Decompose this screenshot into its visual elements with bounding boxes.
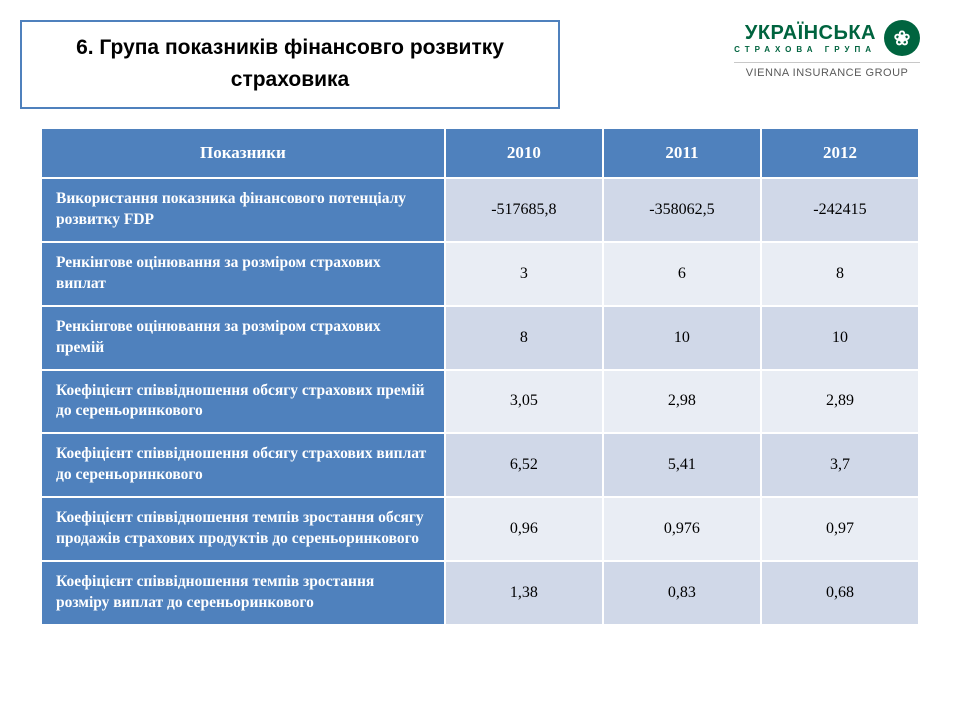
- table-row: Ренкінгове оцінювання за розміром страхо…: [41, 306, 919, 370]
- cell-value: 8: [761, 242, 919, 306]
- page-title: 6. Група показників фінансовго розвитку …: [62, 32, 518, 95]
- cell-value: 0,97: [761, 497, 919, 561]
- row-label: Коефіцієнт співвідношення обсягу страхов…: [41, 433, 445, 497]
- logo-subtitle: СТРАХОВА ГРУПА: [734, 45, 876, 54]
- cell-value: 0,68: [761, 561, 919, 625]
- cell-value: 1,38: [445, 561, 603, 625]
- row-label: Коефіцієнт співвідношення обсягу страхов…: [41, 370, 445, 434]
- cell-value: 3,7: [761, 433, 919, 497]
- col-header-indicator: Показники: [41, 128, 445, 178]
- cell-value: 8: [445, 306, 603, 370]
- cell-value: 6,52: [445, 433, 603, 497]
- cell-value: 0,976: [603, 497, 761, 561]
- cell-value: 10: [603, 306, 761, 370]
- table-row: Коефіцієнт співвідношення темпів зростан…: [41, 561, 919, 625]
- logo-row: УКРАЇНСЬКА СТРАХОВА ГРУПА ❀: [734, 20, 920, 56]
- row-label: Використання показника фінансового потен…: [41, 178, 445, 242]
- table-row: Ренкінгове оцінювання за розміром страхо…: [41, 242, 919, 306]
- indicators-table: Показники 2010 2011 2012 Використання по…: [40, 127, 920, 626]
- cell-value: 10: [761, 306, 919, 370]
- cell-value: 3,05: [445, 370, 603, 434]
- cell-value: 2,98: [603, 370, 761, 434]
- flower-icon: ❀: [884, 20, 920, 56]
- title-box: 6. Група показників фінансовго розвитку …: [20, 20, 560, 109]
- cell-value: 6: [603, 242, 761, 306]
- header: 6. Група показників фінансовго розвитку …: [0, 0, 960, 109]
- row-label: Коефіцієнт співвідношення темпів зростан…: [41, 561, 445, 625]
- logo: УКРАЇНСЬКА СТРАХОВА ГРУПА ❀ VIENNA INSUR…: [734, 20, 920, 79]
- cell-value: -242415: [761, 178, 919, 242]
- logo-word: УКРАЇНСЬКА: [745, 22, 876, 45]
- table-row: Коефіцієнт співвідношення обсягу страхов…: [41, 370, 919, 434]
- col-header-2010: 2010: [445, 128, 603, 178]
- table-row: Коефіцієнт співвідношення обсягу страхов…: [41, 433, 919, 497]
- cell-value: 5,41: [603, 433, 761, 497]
- table-row: Коефіцієнт співвідношення темпів зростан…: [41, 497, 919, 561]
- row-label: Коефіцієнт співвідношення темпів зростан…: [41, 497, 445, 561]
- row-label: Ренкінгове оцінювання за розміром страхо…: [41, 242, 445, 306]
- row-label: Ренкінгове оцінювання за розміром страхо…: [41, 306, 445, 370]
- cell-value: -358062,5: [603, 178, 761, 242]
- cell-value: 0,96: [445, 497, 603, 561]
- logo-sub-brand: VIENNA INSURANCE GROUP: [734, 62, 920, 79]
- logo-text: УКРАЇНСЬКА СТРАХОВА ГРУПА: [734, 22, 876, 54]
- table-container: Показники 2010 2011 2012 Використання по…: [0, 109, 960, 626]
- cell-value: 2,89: [761, 370, 919, 434]
- cell-value: -517685,8: [445, 178, 603, 242]
- table-row: Використання показника фінансового потен…: [41, 178, 919, 242]
- col-header-2011: 2011: [603, 128, 761, 178]
- col-header-2012: 2012: [761, 128, 919, 178]
- table-header-row: Показники 2010 2011 2012: [41, 128, 919, 178]
- cell-value: 3: [445, 242, 603, 306]
- cell-value: 0,83: [603, 561, 761, 625]
